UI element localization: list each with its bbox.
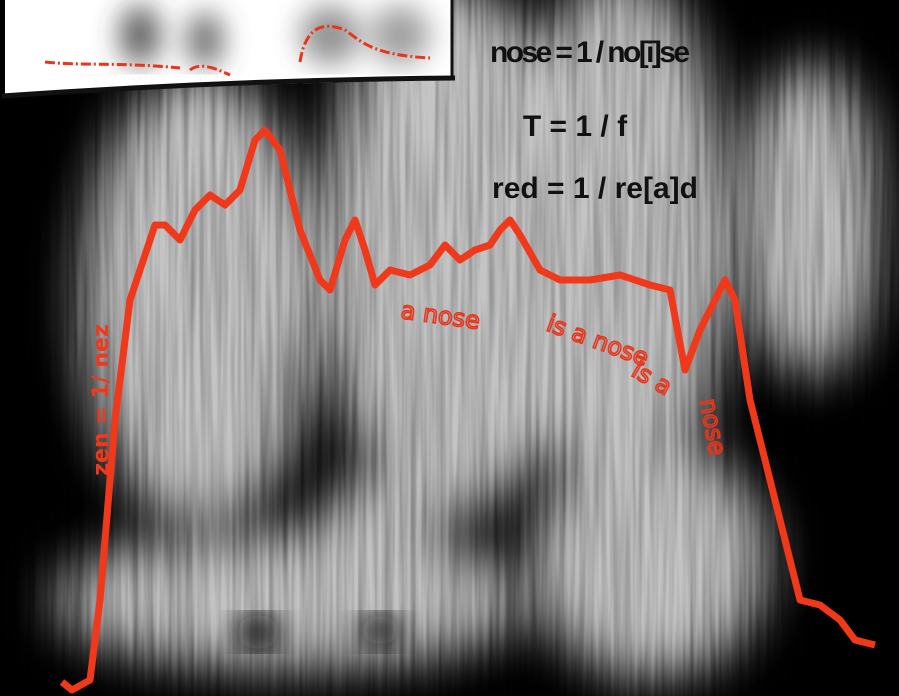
red-contour [59,126,876,694]
nose-label: nose = 1 / no[i]se [490,36,690,69]
red-label: red = 1 / re[a]d [492,172,698,205]
inset [1,0,456,99]
dark-spots [236,614,400,650]
period-label: T = 1 / f [523,110,628,143]
zen-label: zen = 1/ nez [89,324,114,476]
